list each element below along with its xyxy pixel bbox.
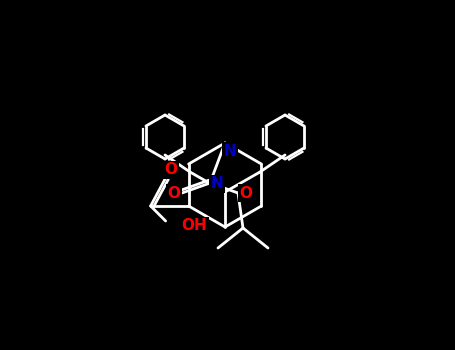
Text: N: N <box>223 144 237 159</box>
Text: OH: OH <box>182 218 207 233</box>
Text: O: O <box>239 186 253 201</box>
Text: N: N <box>211 176 223 191</box>
Text: O: O <box>167 186 181 201</box>
Text: O: O <box>164 162 177 177</box>
